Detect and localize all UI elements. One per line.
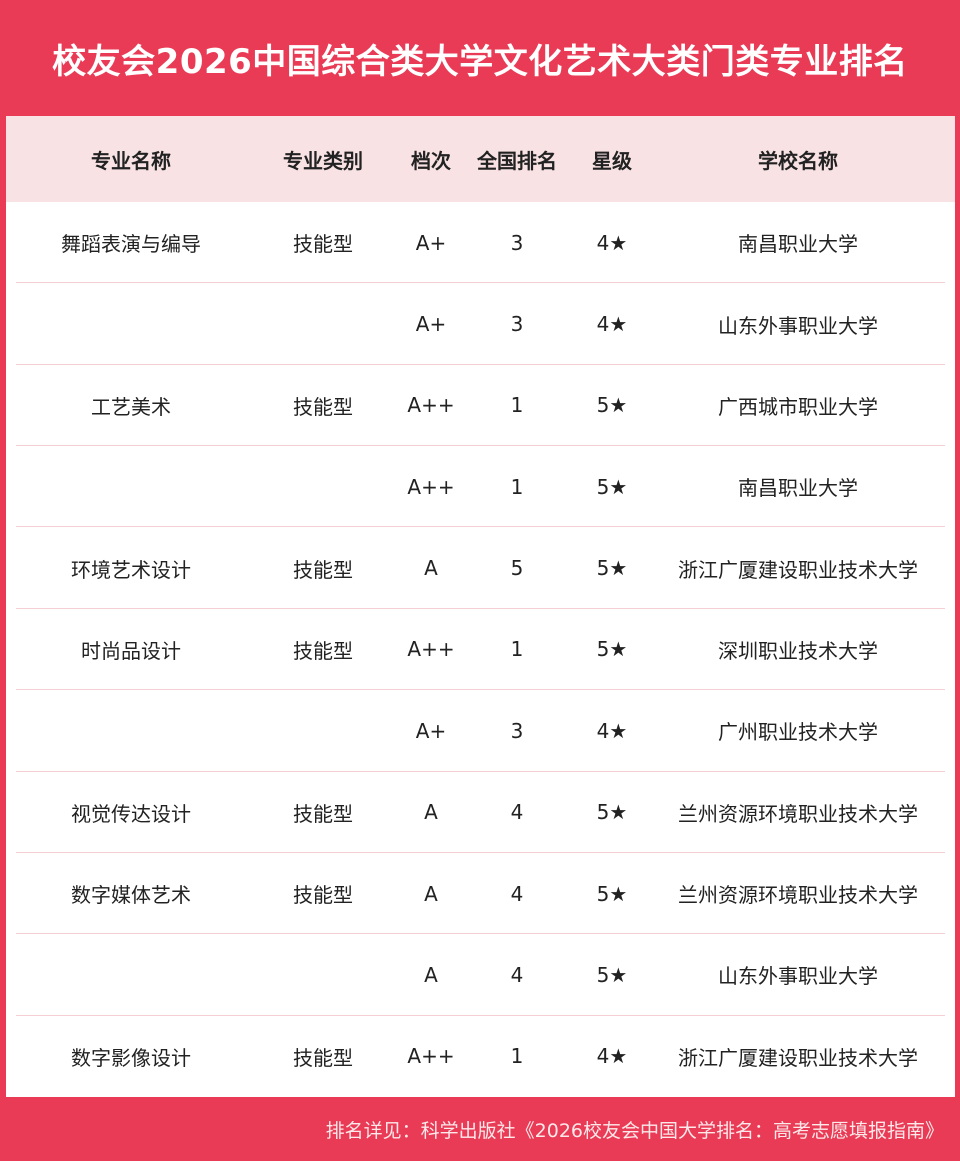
cell-rank: 1 xyxy=(510,474,524,499)
cell-rank: 4 xyxy=(510,881,524,906)
cell-grade: A+ xyxy=(415,230,447,255)
table-row: A+ 3 4★ 广州职业技术大学 xyxy=(6,690,955,772)
cell-stars: 5★ xyxy=(596,800,628,825)
cell-rank: 1 xyxy=(510,393,524,418)
table-row: 环境艺术设计 技能型 A 5 5★ 浙江广厦建设职业技术大学 xyxy=(6,527,955,610)
table-row: 时尚品设计 技能型 A++ 1 5★ 深圳职业技术大学 xyxy=(6,609,955,691)
cell-grade: A xyxy=(424,881,438,906)
cell-stars: 4★ xyxy=(596,1044,628,1069)
cell-rank: 3 xyxy=(510,718,524,743)
cell-school: 兰州资源环境职业技术大学 xyxy=(678,801,918,826)
col-header-type: 专业类别 xyxy=(283,148,363,173)
ranking-table: 专业名称 专业类别 档次 全国排名 星级 学校名称 舞蹈表演与编导 技能型 A+ 3 4… xyxy=(6,116,955,1097)
table-row: 数字媒体艺术 技能型 A 4 5★ 兰州资源环境职业技术大学 xyxy=(6,853,955,935)
cell-school: 浙江广厦建设职业技术大学 xyxy=(678,557,918,582)
cell-school: 南昌职业大学 xyxy=(738,232,858,257)
cell-rank: 5 xyxy=(510,556,524,581)
table-row: 工艺美术 技能型 A++ 1 5★ 广西城市职业大学 xyxy=(6,365,955,447)
cell-stars: 4★ xyxy=(596,718,628,743)
cell-school: 浙江广厦建设职业技术大学 xyxy=(678,1045,918,1070)
cell-grade: A xyxy=(424,962,438,987)
table-body: 舞蹈表演与编导 技能型 A+ 3 4★ 南昌职业大学 A+ 3 4★ 山东外事职业大学 工艺美术 技能… xyxy=(6,202,955,1097)
cell-grade: A+ xyxy=(415,312,447,337)
table-row: A++ 1 5★ 南昌职业大学 xyxy=(6,446,955,528)
cell-grade: A+ xyxy=(415,718,447,743)
cell-major: 数字影像设计 xyxy=(71,1045,191,1070)
cell-stars: 4★ xyxy=(596,230,628,255)
cell-rank: 3 xyxy=(510,230,524,255)
source-note: 排名详见：科学出版社《2026校友会中国大学排名：高考志愿填报指南》 xyxy=(325,1119,944,1142)
cell-stars: 5★ xyxy=(596,474,628,499)
cell-school: 广西城市职业大学 xyxy=(718,394,878,419)
cell-rank: 3 xyxy=(510,312,524,337)
cell-stars: 5★ xyxy=(596,393,628,418)
cell-major: 舞蹈表演与编导 xyxy=(61,232,201,257)
cell-stars: 5★ xyxy=(596,962,628,987)
cell-major: 环境艺术设计 xyxy=(71,557,191,582)
page-title: 校友会2026中国综合类大学文化艺术大类门类专业排名 xyxy=(52,41,908,82)
table-row: A 4 5★ 山东外事职业大学 xyxy=(6,934,955,1016)
cell-grade: A++ xyxy=(407,1044,455,1069)
table-row: 数字影像设计 技能型 A++ 1 4★ 浙江广厦建设职业技术大学 xyxy=(6,1016,955,1097)
cell-stars: 4★ xyxy=(596,312,628,337)
cell-stars: 5★ xyxy=(596,881,628,906)
col-header-school: 学校名称 xyxy=(758,148,838,173)
cell-type: 技能型 xyxy=(293,638,353,663)
cell-grade: A++ xyxy=(407,637,455,662)
cell-type: 技能型 xyxy=(293,232,353,257)
cell-grade: A xyxy=(424,556,438,581)
cell-school: 兰州资源环境职业技术大学 xyxy=(678,883,918,908)
cell-type: 技能型 xyxy=(293,557,353,582)
cell-school: 山东外事职业大学 xyxy=(718,964,878,989)
cell-major: 时尚品设计 xyxy=(81,638,181,663)
col-header-rank: 全国排名 xyxy=(477,148,557,173)
col-header-stars: 星级 xyxy=(592,148,632,173)
table-row: 舞蹈表演与编导 技能型 A+ 3 4★ 南昌职业大学 xyxy=(6,202,955,284)
col-header-major: 专业名称 xyxy=(91,148,171,173)
cell-grade: A xyxy=(424,800,438,825)
cell-school: 山东外事职业大学 xyxy=(718,313,878,338)
cell-school: 广州职业技术大学 xyxy=(718,720,878,745)
table-header: 专业名称 专业类别 档次 全国排名 星级 学校名称 xyxy=(6,116,955,202)
table-row: 视觉传达设计 技能型 A 4 5★ 兰州资源环境职业技术大学 xyxy=(6,772,955,854)
cell-school: 深圳职业技术大学 xyxy=(718,638,878,663)
cell-school: 南昌职业大学 xyxy=(738,476,858,501)
cell-grade: A++ xyxy=(407,393,455,418)
cell-type: 技能型 xyxy=(293,801,353,826)
col-header-grade: 档次 xyxy=(411,148,451,173)
table-row: A+ 3 4★ 山东外事职业大学 xyxy=(6,283,955,366)
cell-stars: 5★ xyxy=(596,637,628,662)
cell-rank: 4 xyxy=(510,962,524,987)
cell-stars: 5★ xyxy=(596,556,628,581)
cell-major: 数字媒体艺术 xyxy=(71,883,191,908)
cell-type: 技能型 xyxy=(293,883,353,908)
cell-major: 工艺美术 xyxy=(91,394,171,419)
cell-type: 技能型 xyxy=(293,1045,353,1070)
cell-rank: 1 xyxy=(510,637,524,662)
cell-type: 技能型 xyxy=(293,394,353,419)
cell-major: 视觉传达设计 xyxy=(71,801,191,826)
cell-rank: 4 xyxy=(510,800,524,825)
cell-grade: A++ xyxy=(407,474,455,499)
cell-rank: 1 xyxy=(510,1044,524,1069)
